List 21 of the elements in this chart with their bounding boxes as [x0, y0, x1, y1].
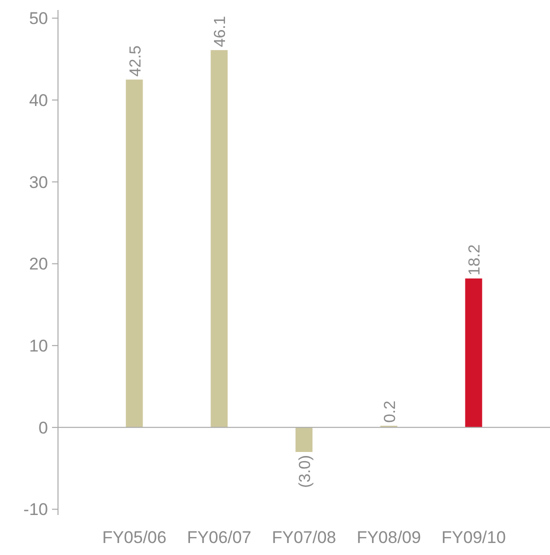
- data-label: 18.2: [466, 244, 484, 276]
- x-tick-label: FY05/06: [102, 528, 166, 547]
- bar: [210, 50, 228, 428]
- y-tick-label: 10: [29, 336, 48, 356]
- bar: [296, 427, 312, 452]
- y-tick-label: 20: [29, 254, 48, 274]
- y-tick-label: 0: [38, 418, 48, 438]
- bar: [126, 80, 143, 428]
- y-tick-label: 30: [29, 172, 48, 192]
- data-label: 46.1: [212, 16, 230, 48]
- data-label: 42.5: [127, 45, 144, 77]
- y-tick-label: 50: [29, 9, 48, 28]
- data-label: (3.0): [297, 454, 314, 488]
- y-tick-label: -10: [23, 500, 48, 520]
- x-tick-label: FY09/10: [442, 528, 506, 547]
- bar: [465, 278, 482, 428]
- x-tick-label: FY08/09: [356, 528, 421, 547]
- x-tick-label: FY06/07: [187, 528, 252, 547]
- y-tick-label: 40: [29, 90, 48, 110]
- data-label: 0.2: [382, 400, 399, 423]
- x-tick-label: FY07/08: [272, 528, 336, 547]
